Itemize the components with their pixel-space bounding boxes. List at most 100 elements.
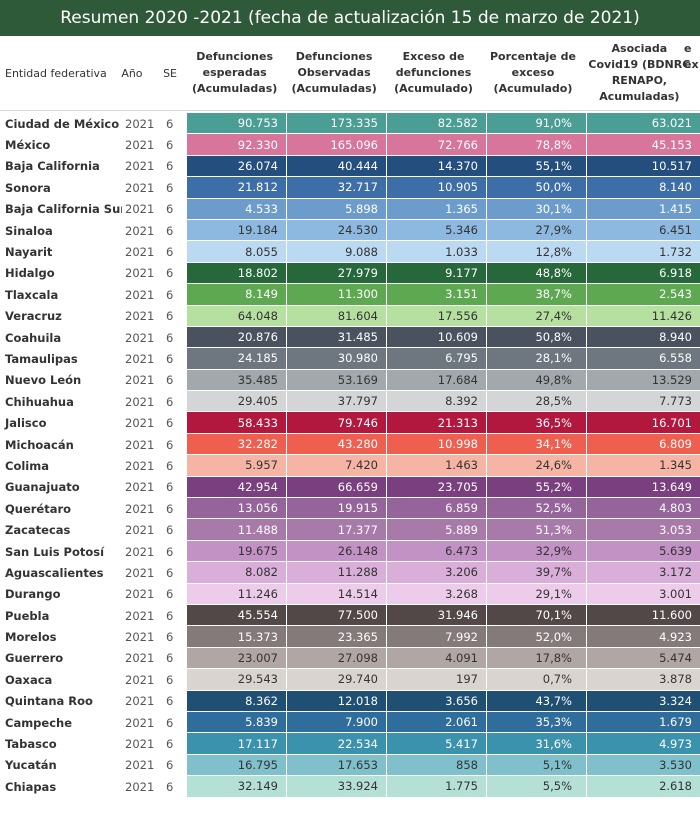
cell-esperadas: 18.802 xyxy=(186,262,286,285)
cell-entidad: Ciudad de México xyxy=(5,116,120,131)
cell-ano: 2021 xyxy=(125,608,155,623)
cell-observadas: 19.915 xyxy=(286,498,386,520)
cell-porcentaje: 5,1% xyxy=(486,754,586,777)
cell-observadas: 5.898 xyxy=(286,198,386,220)
header-esperadas: Defunciones esperadas (Acumuladas) xyxy=(185,49,284,97)
cell-porcentaje: 55,2% xyxy=(486,476,586,499)
header-porcentaje-line: exceso xyxy=(511,66,555,79)
header-esperadas-line: (Acumuladas) xyxy=(192,82,278,95)
cell-porcentaje: 51,3% xyxy=(486,519,586,541)
table-row: Ciudad de México 2021 6 90.753 173.335 82.582… xyxy=(0,113,700,135)
table-row: Zacatecas 2021 6 11.488 17.377 5.889 51,3% 3.05… xyxy=(0,519,700,541)
cell-observadas: 7.900 xyxy=(286,711,386,734)
cell-ano: 2021 xyxy=(125,351,155,366)
cell-porcentaje: 43,7% xyxy=(486,690,586,712)
table-title: Resumen 2020 -2021 (fecha de actualizaci… xyxy=(0,0,700,36)
cell-porcentaje: 39,7% xyxy=(486,562,586,584)
table-row: Morelos 2021 6 15.373 23.365 7.992 52,0% 4.923 xyxy=(0,626,700,648)
cell-observadas: 11.300 xyxy=(286,284,386,306)
cell-ano: 2021 xyxy=(125,651,155,666)
cell-porcentaje: 49,8% xyxy=(486,369,586,392)
cell-ano: 2021 xyxy=(125,159,155,174)
cell-ano: 2021 xyxy=(125,544,155,559)
cell-entidad: Tabasco xyxy=(5,737,57,752)
cell-esperadas: 13.056 xyxy=(186,498,286,520)
cell-observadas: 33.924 xyxy=(286,776,386,798)
cell-entidad: México xyxy=(5,138,51,153)
table-row: Querétaro 2021 6 13.056 19.915 6.859 52,5% 4.80… xyxy=(0,498,700,520)
cell-observadas: 7.420 xyxy=(286,455,386,477)
cell-esperadas: 35.485 xyxy=(186,369,286,392)
cell-se: 6 xyxy=(166,287,174,302)
table-row: Durango 2021 6 11.246 14.514 3.268 29,1% 3.001 xyxy=(0,583,700,605)
cell-porcentaje: 24,6% xyxy=(486,455,586,477)
cell-ano: 2021 xyxy=(125,630,155,645)
cell-asociada: 16.701 xyxy=(586,412,700,434)
cell-entidad: Chihuahua xyxy=(5,394,74,409)
cell-asociada: 10.517 xyxy=(586,155,700,178)
cell-porcentaje: 50,8% xyxy=(486,326,586,349)
cell-asociada: 3.878 xyxy=(586,669,700,691)
table-row: Nuevo León 2021 6 35.485 53.169 17.684 49,8% 13… xyxy=(0,369,700,392)
header-asociada-line: Acumuladas) xyxy=(599,90,680,103)
cell-exceso: 1.463 xyxy=(386,455,486,477)
cell-ano: 2021 xyxy=(125,180,155,195)
cell-esperadas: 24.185 xyxy=(186,348,286,370)
cell-se: 6 xyxy=(166,737,174,752)
cell-asociada: 4.803 xyxy=(586,498,700,520)
cell-esperadas: 5.839 xyxy=(186,711,286,734)
table-row: Sonora 2021 6 21.812 32.717 10.905 50,0% 8.140 xyxy=(0,177,700,199)
table-row: Puebla 2021 6 45.554 77.500 31.946 70,1% 11.600 xyxy=(0,604,700,627)
header-esperadas-line: Defunciones xyxy=(196,50,274,63)
cell-observadas: 66.659 xyxy=(286,476,386,499)
cell-asociada: 63.021 xyxy=(586,113,700,135)
cell-ano: 2021 xyxy=(125,458,155,473)
cell-entidad: Yucatán xyxy=(5,758,57,773)
cell-observadas: 40.444 xyxy=(286,155,386,178)
cell-entidad: Veracruz xyxy=(5,309,62,324)
cell-entidad: Querétaro xyxy=(5,501,72,516)
cell-porcentaje: 12,8% xyxy=(486,241,586,263)
cell-observadas: 23.365 xyxy=(286,626,386,648)
cell-se: 6 xyxy=(166,694,174,709)
cell-esperadas: 8.362 xyxy=(186,690,286,712)
cell-exceso: 23.705 xyxy=(386,476,486,499)
cell-asociada: 3.053 xyxy=(586,519,700,541)
table-row: Quintana Roo 2021 6 8.362 12.018 3.656 43,7% 3.… xyxy=(0,690,700,712)
cell-entidad: Hidalgo xyxy=(5,266,55,281)
cell-exceso: 21.313 xyxy=(386,412,486,434)
cell-porcentaje: 48,8% xyxy=(486,262,586,285)
cell-entidad: Nayarit xyxy=(5,245,53,260)
cell-se: 6 xyxy=(166,116,174,131)
cell-porcentaje: 28,5% xyxy=(486,391,586,413)
cell-porcentaje: 5,5% xyxy=(486,776,586,798)
cell-exceso: 3.206 xyxy=(386,562,486,584)
cell-observadas: 77.500 xyxy=(286,604,386,627)
cell-se: 6 xyxy=(166,351,174,366)
cell-esperadas: 32.149 xyxy=(186,776,286,798)
cell-ano: 2021 xyxy=(125,758,155,773)
cell-exceso: 82.582 xyxy=(386,113,486,135)
cell-ano: 2021 xyxy=(125,437,155,452)
header-porcentaje-line: (Acumulado) xyxy=(493,82,573,95)
cell-entidad: San Luis Potosí xyxy=(5,544,105,559)
cell-asociada: 3.001 xyxy=(586,583,700,605)
cell-se: 6 xyxy=(166,330,174,345)
cell-ano: 2021 xyxy=(125,266,155,281)
cell-porcentaje: 29,1% xyxy=(486,583,586,605)
cell-exceso: 14.370 xyxy=(386,155,486,178)
cell-observadas: 37.797 xyxy=(286,391,386,413)
cell-exceso: 10.905 xyxy=(386,177,486,199)
cell-exceso: 17.684 xyxy=(386,369,486,392)
cell-se: 6 xyxy=(166,245,174,260)
header-esperadas-line: esperadas xyxy=(202,66,267,79)
header-exceso: Exceso de defunciones (Acumulado) xyxy=(384,49,483,97)
cell-esperadas: 26.074 xyxy=(186,155,286,178)
table-row: Guerrero 2021 6 23.007 27.098 4.091 17,8% 5.474 xyxy=(0,647,700,670)
cell-esperadas: 92.330 xyxy=(186,134,286,156)
cell-entidad: Nuevo León xyxy=(5,373,82,388)
cell-esperadas: 45.554 xyxy=(186,604,286,627)
header-exceso-line: defunciones xyxy=(395,66,472,79)
cell-exceso: 7.992 xyxy=(386,626,486,648)
cell-observadas: 11.288 xyxy=(286,562,386,584)
